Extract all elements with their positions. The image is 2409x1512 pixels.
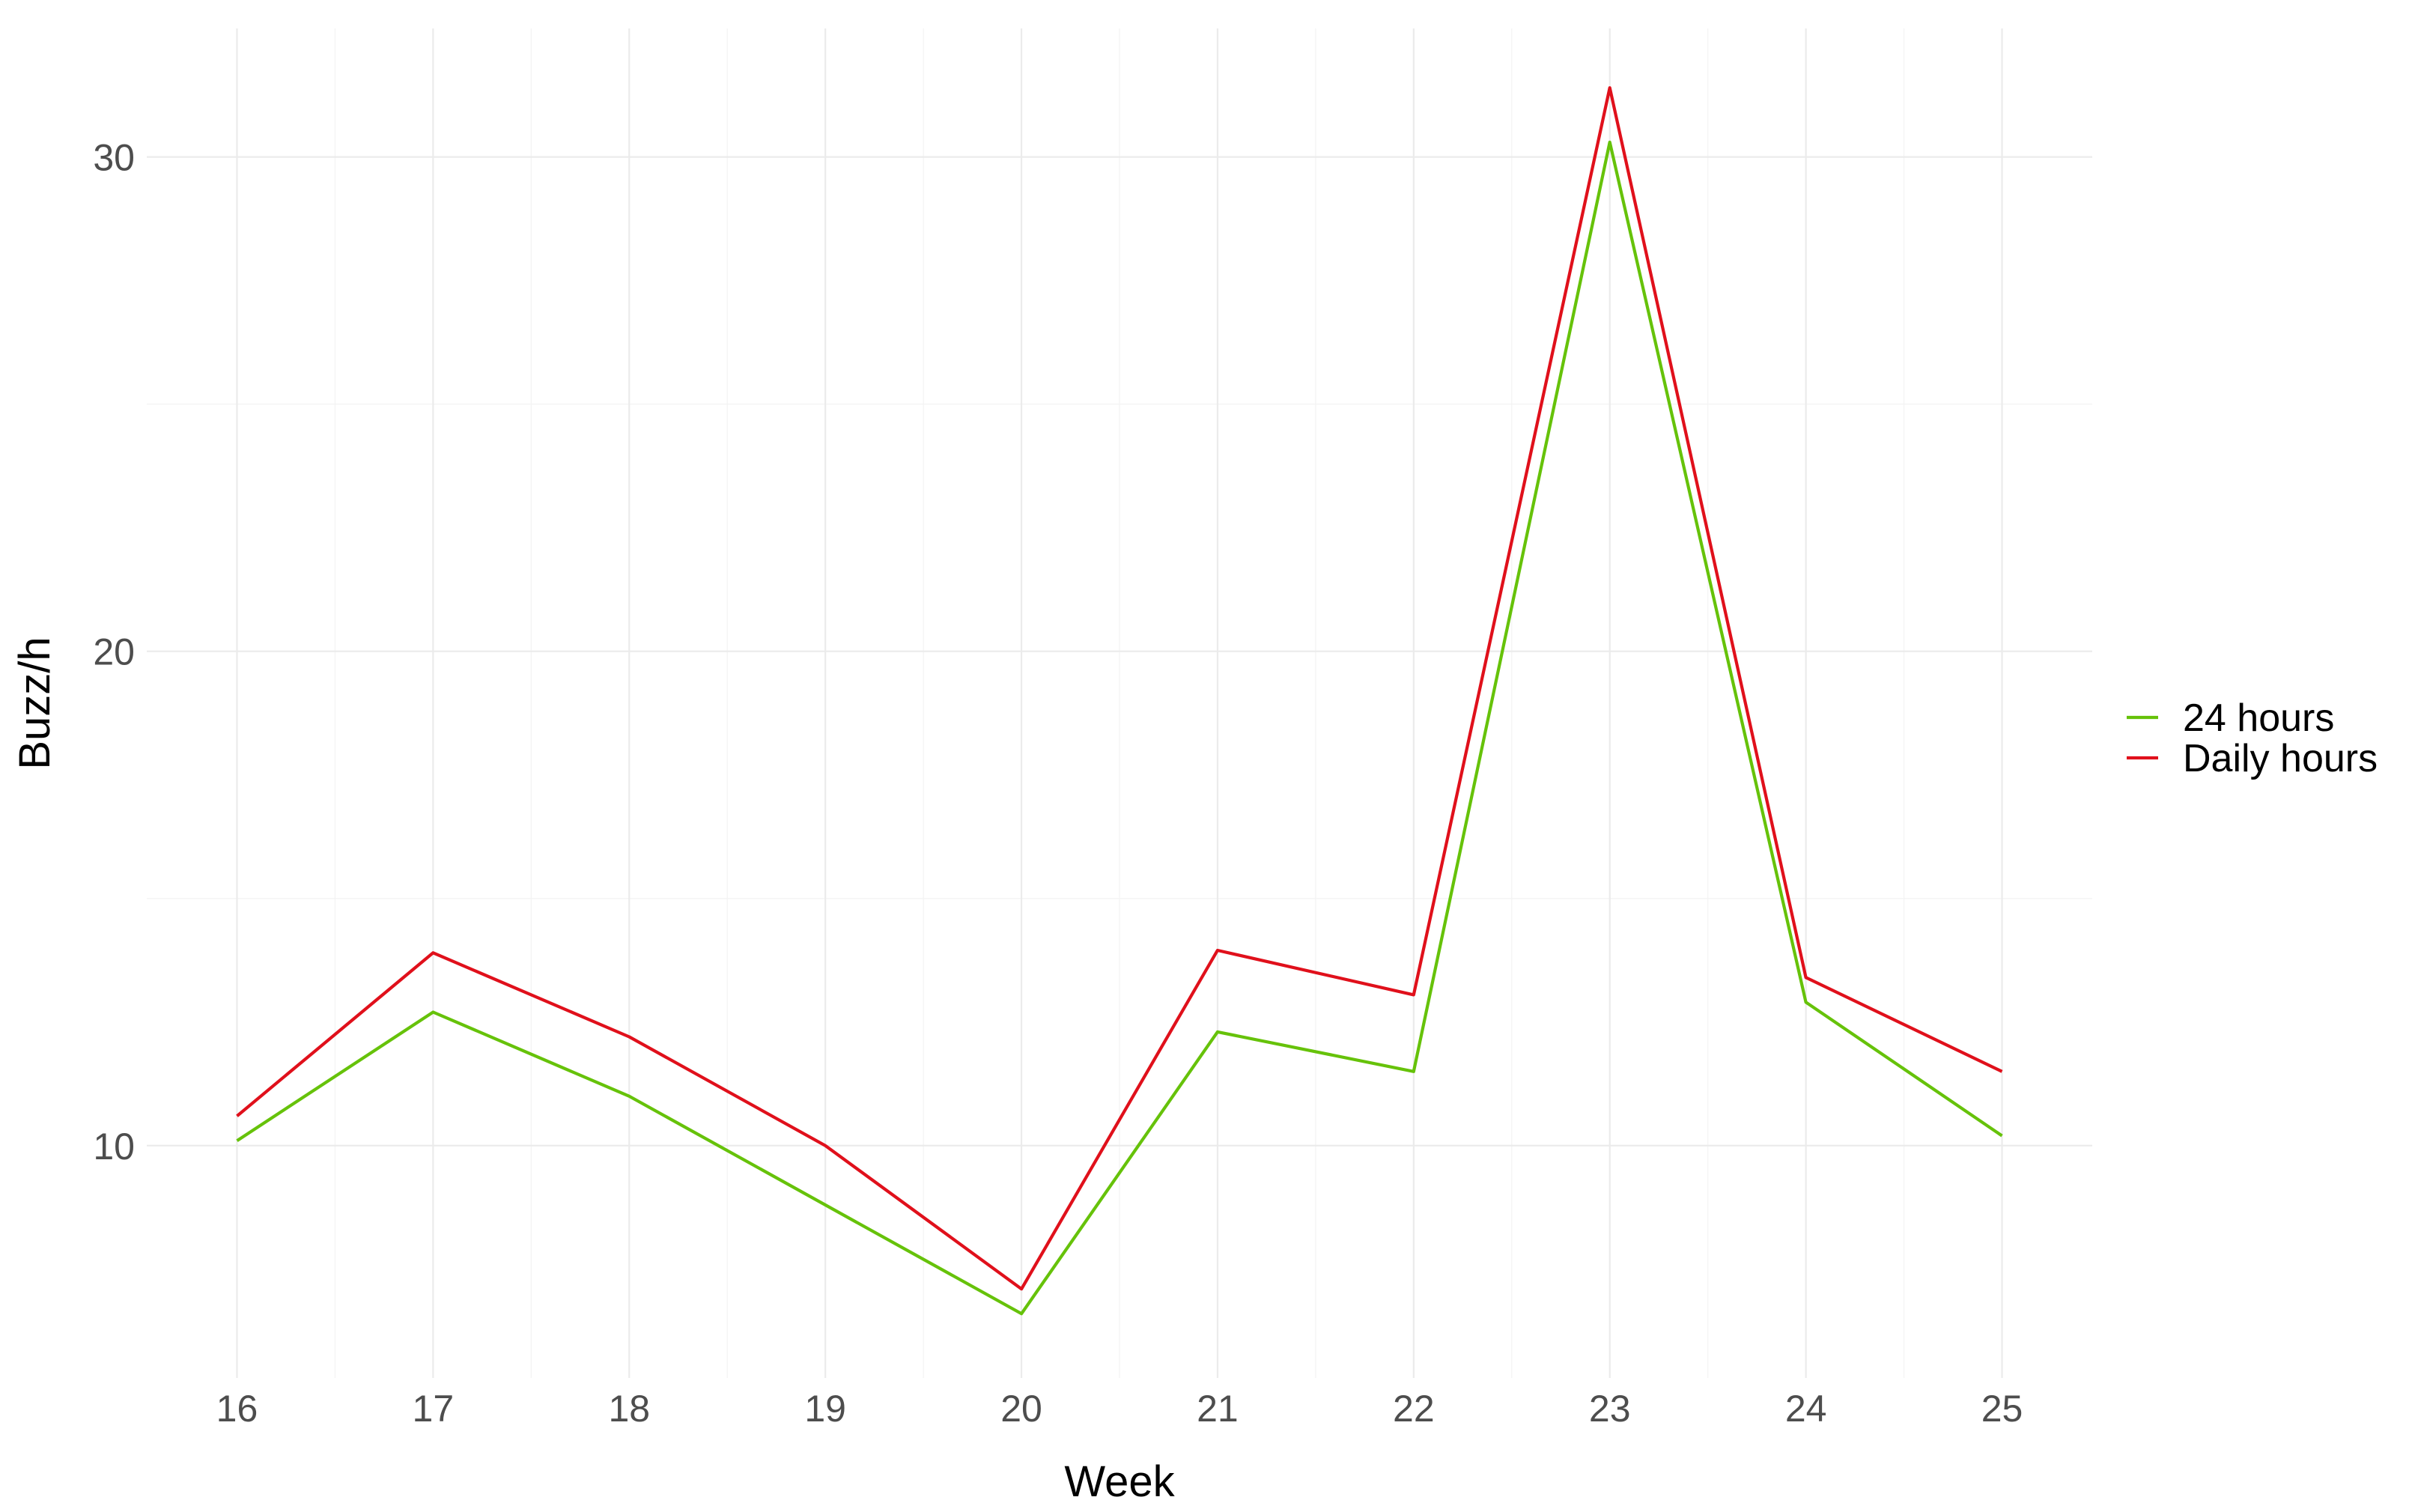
legend-label: Daily hours [2183, 737, 2378, 780]
x-axis-tick-labels: 16 17 18 19 20 21 22 23 24 25 [216, 1388, 2023, 1430]
series-line-24-hours [236, 140, 2003, 1316]
major-gridlines [147, 28, 2092, 1378]
x-tick-label: 21 [1197, 1388, 1239, 1430]
y-tick-label: 10 [93, 1126, 135, 1168]
x-tick-label: 17 [413, 1388, 455, 1430]
series-lines [236, 86, 2003, 1316]
x-tick-label: 22 [1393, 1388, 1435, 1430]
legend-label: 24 hours [2183, 696, 2334, 740]
x-tick-label: 18 [608, 1388, 650, 1430]
x-tick-label: 16 [216, 1388, 258, 1430]
series-line-daily-hours [236, 86, 2003, 1291]
x-tick-label: 20 [1000, 1388, 1042, 1430]
x-tick-label: 19 [804, 1388, 846, 1430]
y-axis-title: Buzz/h [10, 637, 59, 769]
minor-gridlines [147, 28, 2092, 1378]
y-tick-label: 20 [93, 631, 135, 673]
x-axis-title: Week [1064, 1457, 1175, 1506]
y-tick-label: 30 [93, 137, 135, 179]
x-tick-label: 24 [1785, 1388, 1827, 1430]
y-axis-tick-labels: 10 20 30 [93, 137, 135, 1168]
x-tick-label: 25 [1981, 1388, 2023, 1430]
x-tick-label: 23 [1589, 1388, 1631, 1430]
